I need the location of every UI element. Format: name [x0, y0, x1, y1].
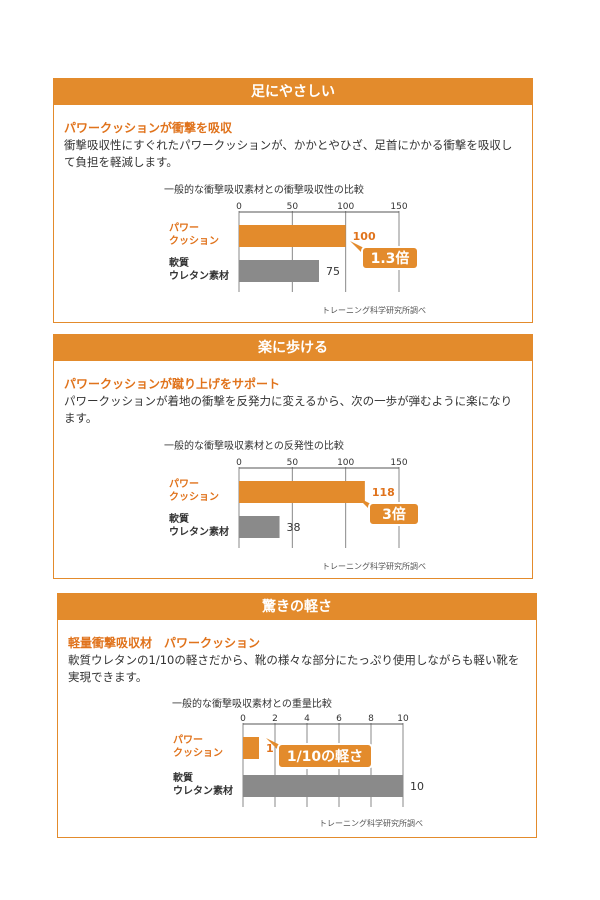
bar: [243, 775, 403, 797]
panel-subtitle: 軽量衝撃吸収材 パワークッション: [68, 636, 261, 650]
data-label: 10: [410, 780, 424, 793]
tick-label: 50: [287, 202, 299, 212]
tick-label: 10: [397, 714, 409, 724]
bar: [239, 516, 280, 538]
callout-box: [277, 743, 373, 769]
panel-body-text: 衝撃吸収性にすぐれたパワークッションが、かかとやひざ、足首にかかる衝撃を吸収して…: [64, 138, 513, 169]
panel-cushioning: 足にやさしい パワークッションが衝撃を吸収 衝撃吸収性にすぐれたパワークッション…: [53, 78, 533, 323]
category-label: 軟質: [173, 771, 193, 784]
callout-text: 3倍: [382, 506, 406, 523]
category-label: 軟質: [169, 256, 189, 269]
category-label: パワー: [169, 222, 199, 234]
panel-lightweight: 驚きの軽さ 軽量衝撃吸収材 パワークッション 軟質ウレタンの1/10の軽さだから…: [57, 593, 537, 838]
tick-label: 2: [272, 714, 278, 724]
panel-subtitle: パワークッションが衝撃を吸収: [64, 121, 233, 135]
chart-title: 一般的な衝撃吸収素材との反発性の比較: [164, 439, 344, 452]
panel-header: 足にやさしい: [54, 79, 532, 105]
bar: [239, 260, 319, 282]
bar: [239, 225, 346, 247]
data-label: 1: [266, 742, 274, 755]
tick-label: 0: [240, 714, 246, 724]
callout-box: [361, 246, 419, 270]
category-label: クッション: [169, 235, 219, 247]
tick-label: 6: [336, 714, 342, 724]
tick-label: 4: [304, 714, 310, 724]
panel-subtitle: パワークッションが蹴り上げをサポート: [64, 377, 281, 391]
source-note: トレーニング科学研究所調べ: [322, 561, 426, 571]
callout-badge: 1/10の軽さ: [266, 738, 373, 769]
source-note: トレーニング科学研究所調べ: [322, 305, 426, 315]
tick-label: 100: [337, 458, 354, 468]
tick-label: 8: [368, 714, 374, 724]
category-label: 軟質: [169, 512, 189, 525]
data-label: 75: [326, 265, 340, 278]
panel-header: 楽に歩ける: [54, 335, 532, 361]
callout-badge: 3倍: [357, 497, 420, 526]
tick-label: 0: [236, 202, 242, 212]
panel-walking: 楽に歩ける パワークッションが蹴り上げをサポート パワークッションが着地の衝撃を…: [53, 334, 533, 579]
tick-label: 100: [337, 202, 354, 212]
category-label: クッション: [169, 491, 219, 503]
chart-title: 一般的な衝撃吸収素材との衝撃吸収性の比較: [164, 183, 364, 196]
category-label: ウレタン素材: [169, 269, 229, 282]
callout-text: 1.3倍: [371, 250, 410, 267]
chart-title: 一般的な衝撃吸収素材との重量比較: [172, 697, 332, 710]
data-label: 38: [287, 521, 301, 534]
bar: [239, 481, 365, 503]
tick-label: 150: [390, 202, 407, 212]
chart-shock-absorption: 一般的な衝撃吸収素材との衝撃吸収性の比較 0 50 100 150 100 パワークッション…: [164, 183, 426, 315]
chart-weight: 一般的な衝撃吸収素材との重量比較 0 2 4 6 8 10 1 パワークッション 10 軟質ウレタン…: [172, 697, 424, 828]
bar: [243, 737, 259, 759]
chart-rebound: 一般的な衝撃吸収素材との反発性の比較 0 50 100 150 118 パワークッション 38…: [164, 439, 426, 571]
tick-label: 50: [287, 458, 299, 468]
panel-body-text: パワークッションが着地の衝撃を反発力に変えるから、次の一歩が弾むように楽になりま…: [64, 394, 513, 425]
tick-label: 150: [390, 458, 407, 468]
tick-label: 0: [236, 458, 242, 468]
callout-text: 1/10の軽さ: [287, 748, 363, 765]
category-label: パワー: [169, 478, 199, 490]
callout-box: [368, 502, 420, 526]
panel-header: 驚きの軽さ: [58, 594, 536, 620]
category-label: クッション: [173, 747, 223, 759]
data-label: 100: [353, 230, 376, 243]
source-note: トレーニング科学研究所調べ: [319, 818, 423, 828]
callout-badge: 1.3倍: [350, 241, 419, 270]
category-label: ウレタン素材: [169, 525, 229, 538]
category-label: ウレタン素材: [173, 784, 233, 797]
category-label: パワー: [173, 734, 203, 746]
panel-body-text: 軟質ウレタンの1/10の軽さだから、靴の様々な部分にたっぷり使用しながらも軽い靴…: [68, 653, 520, 684]
data-label: 118: [372, 486, 395, 499]
